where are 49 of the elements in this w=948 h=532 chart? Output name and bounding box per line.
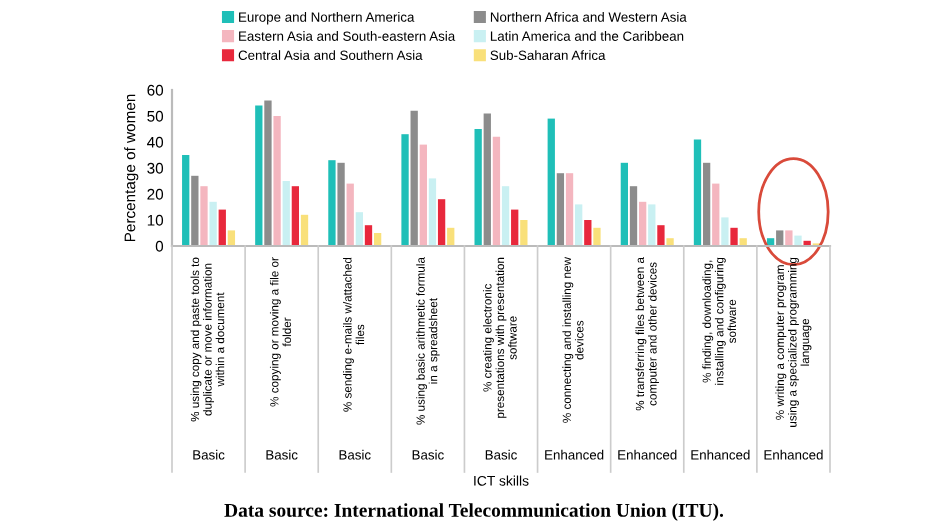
bar bbox=[520, 220, 528, 246]
bar bbox=[291, 186, 300, 246]
bar bbox=[264, 100, 272, 246]
bar bbox=[337, 162, 345, 246]
bar bbox=[437, 199, 446, 246]
bar bbox=[501, 186, 510, 246]
bar bbox=[346, 183, 354, 246]
bar bbox=[565, 173, 574, 246]
bar bbox=[191, 175, 199, 246]
bar bbox=[218, 209, 226, 246]
bar bbox=[364, 225, 373, 246]
bar bbox=[593, 227, 601, 246]
bar bbox=[200, 186, 208, 246]
bar bbox=[401, 134, 409, 246]
bar bbox=[620, 162, 629, 246]
bar bbox=[483, 113, 491, 246]
bar bbox=[657, 225, 665, 246]
bar bbox=[776, 230, 784, 246]
bar bbox=[730, 227, 738, 246]
bar bbox=[410, 110, 418, 246]
bar bbox=[511, 209, 519, 246]
bar bbox=[584, 220, 592, 246]
bar bbox=[419, 144, 427, 246]
bar bbox=[693, 139, 702, 246]
bar bbox=[785, 230, 793, 246]
bar bbox=[428, 178, 437, 246]
source-note: Data source: International Telecommunication Union (ITU). bbox=[224, 503, 724, 521]
bar bbox=[629, 186, 638, 246]
bar bbox=[182, 155, 190, 246]
bar bbox=[227, 230, 236, 246]
bar bbox=[328, 160, 336, 246]
bar bbox=[556, 173, 565, 246]
bar bbox=[666, 238, 674, 246]
bar bbox=[209, 201, 217, 246]
bar bbox=[492, 136, 501, 246]
bar bbox=[712, 183, 720, 246]
bar bbox=[255, 105, 263, 246]
bar bbox=[355, 212, 363, 246]
bar bbox=[273, 116, 281, 246]
bar bbox=[702, 162, 711, 246]
bar bbox=[300, 214, 309, 246]
bar bbox=[474, 129, 482, 246]
bar bbox=[282, 181, 290, 246]
bar bbox=[648, 204, 656, 246]
bar bbox=[794, 235, 802, 246]
bar bbox=[639, 201, 647, 246]
bar bbox=[721, 217, 729, 246]
bar bbox=[575, 204, 583, 246]
bar bbox=[547, 118, 555, 246]
